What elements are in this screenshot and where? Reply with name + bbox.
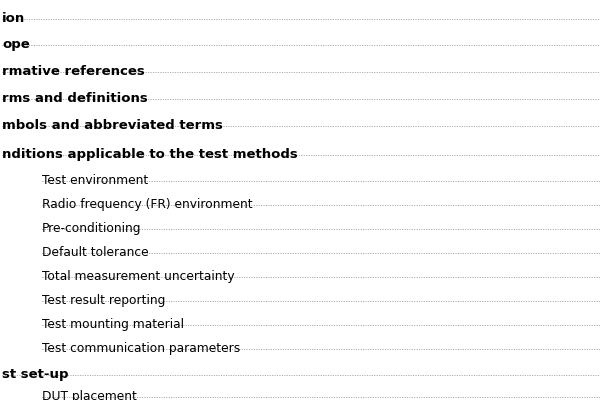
Text: Radio frequency (FR) environment: Radio frequency (FR) environment	[42, 198, 253, 211]
Text: rms and definitions: rms and definitions	[2, 92, 148, 105]
Text: DUT placement: DUT placement	[42, 390, 137, 400]
Text: Default tolerance: Default tolerance	[42, 246, 149, 259]
Text: Test environment: Test environment	[42, 174, 148, 187]
Text: ion: ion	[2, 12, 25, 25]
Text: nditions applicable to the test methods: nditions applicable to the test methods	[2, 148, 298, 161]
Text: Test mounting material: Test mounting material	[42, 318, 184, 331]
Text: mbols and abbreviated terms: mbols and abbreviated terms	[2, 119, 223, 132]
Text: ope: ope	[2, 38, 30, 51]
Text: st set-up: st set-up	[2, 368, 68, 381]
Text: Pre-conditioning: Pre-conditioning	[42, 222, 142, 235]
Text: rmative references: rmative references	[2, 65, 145, 78]
Text: Test communication parameters: Test communication parameters	[42, 342, 240, 355]
Text: Test result reporting: Test result reporting	[42, 294, 166, 307]
Text: Total measurement uncertainty: Total measurement uncertainty	[42, 270, 235, 283]
